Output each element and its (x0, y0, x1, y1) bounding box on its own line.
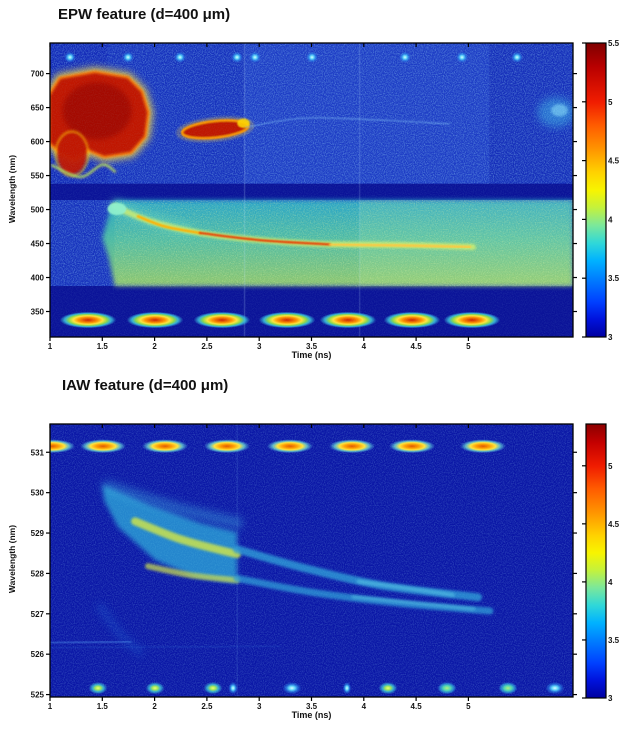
epw-colorbar-gradient (586, 43, 606, 337)
x-tick-label: 1 (48, 342, 53, 351)
iaw-xlabel: Time (ns) (291, 710, 332, 720)
iaw-heatmap (50, 424, 573, 697)
y-tick-label: 530 (31, 489, 45, 498)
x-tick-label: 3 (257, 342, 262, 351)
x-tick-label: 1.5 (97, 702, 109, 711)
y-tick-label: 500 (31, 206, 45, 215)
y-tick-label: 527 (31, 610, 45, 619)
iaw-title: IAW feature (d=400 μm) (62, 377, 229, 394)
x-tick-label: 2.5 (201, 342, 213, 351)
colorbar-tick-label: 5.5 (608, 39, 620, 48)
colorbar-tick-label: 3 (608, 694, 613, 703)
colorbar-tick-label: 4 (608, 578, 613, 587)
x-tick-label: 4.5 (411, 342, 423, 351)
colorbar-tick-label: 5 (608, 462, 613, 471)
x-tick-label: 2 (152, 702, 157, 711)
y-tick-label: 700 (31, 70, 45, 79)
colorbar-tick-label: 3.5 (608, 636, 620, 645)
colorbar-tick-label: 5 (608, 98, 613, 107)
iaw-axes: 1 1.5 2 2.5 3 3.5 4 4.5 5 525 526 527 528 529 530 531 (31, 423, 577, 711)
epw-title: EPW feature (d=400 μm) (58, 6, 231, 23)
epw-axes: 1 1.5 2 2.5 3 3.5 4 4.5 5 350 400 450 500 550 600 650 70… (31, 42, 577, 351)
x-tick-label: 2 (152, 342, 157, 351)
iaw-colorbar-border (585, 423, 607, 699)
x-tick-label: 3.5 (306, 702, 318, 711)
y-tick-label: 650 (31, 104, 45, 113)
y-tick-label: 525 (31, 691, 45, 700)
epw-heatmap (50, 43, 573, 337)
x-tick-label: 2.5 (201, 702, 213, 711)
y-tick-label: 528 (31, 569, 45, 578)
x-tick-label: 4.5 (411, 702, 423, 711)
x-tick-label: 5 (466, 702, 471, 711)
x-tick-label: 3 (257, 702, 262, 711)
epw-xlabel: Time (ns) (291, 350, 332, 360)
iaw-colorbar: 5 4.5 4 3.5 3 (582, 423, 620, 703)
x-tick-label: 5 (466, 342, 471, 351)
x-tick-label: 4 (362, 342, 367, 351)
x-tick-label: 3.5 (306, 342, 318, 351)
y-tick-label: 600 (31, 138, 45, 147)
epw-colorbar-border (585, 42, 607, 338)
y-tick-label: 529 (31, 529, 45, 538)
y-tick-label: 350 (31, 308, 45, 317)
colorbar-tick-label: 3.5 (608, 274, 620, 283)
y-tick-label: 550 (31, 172, 45, 181)
y-tick-label: 400 (31, 274, 45, 283)
x-tick-label: 1.5 (97, 342, 109, 351)
colorbar-tick-label: 4.5 (608, 157, 620, 166)
iaw-colorbar-gradient (586, 424, 606, 698)
epw-noise-overlay (50, 43, 573, 337)
x-tick-label: 4 (362, 702, 367, 711)
colorbar-tick-label: 4 (608, 215, 613, 224)
x-tick-label: 1 (48, 702, 53, 711)
colorbar-tick-label: 4.5 (608, 520, 620, 529)
y-tick-label: 450 (31, 240, 45, 249)
y-tick-label: 526 (31, 650, 45, 659)
iaw-noise-overlay (50, 424, 573, 697)
epw-colorbar: 5.5 5 4.5 4 3.5 3 (582, 39, 620, 342)
y-tick-label: 531 (31, 448, 45, 457)
colorbar-tick-label: 3 (608, 333, 613, 342)
